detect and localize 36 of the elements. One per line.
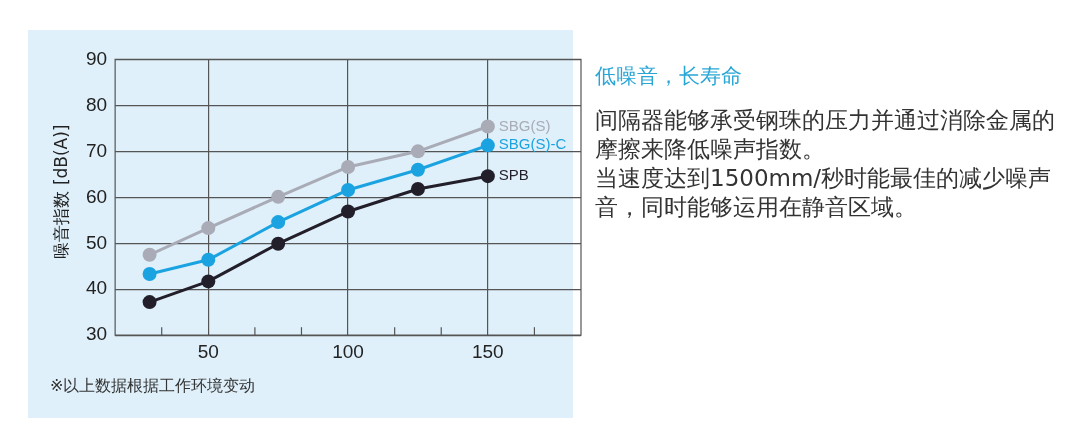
- point: [271, 189, 286, 204]
- point: [142, 267, 157, 282]
- y-tick-label: 50: [85, 231, 108, 253]
- y-tick-label: 60: [85, 185, 108, 207]
- point: [410, 182, 425, 197]
- point: [201, 274, 216, 289]
- point: [271, 236, 286, 251]
- point: [410, 144, 425, 159]
- point: [142, 295, 157, 310]
- y-axis-title: 噪音指数 [dB(A)]: [49, 123, 72, 261]
- x-tick-label: 100: [332, 340, 364, 362]
- text: ※以上数据根据工作环境变动: [50, 376, 256, 397]
- point: [480, 119, 495, 134]
- x-tick-label: 150: [471, 340, 504, 362]
- series-label: SPB: [498, 166, 529, 184]
- point: [142, 247, 157, 262]
- point: [480, 138, 495, 153]
- point: [271, 215, 286, 230]
- point: [341, 182, 356, 197]
- text: 低噪音，长寿命: [595, 63, 742, 90]
- point: [201, 252, 216, 267]
- point: [480, 169, 495, 184]
- y-tick-label: 30: [85, 323, 108, 345]
- point: [201, 221, 216, 236]
- y-tick-label: 80: [85, 93, 108, 115]
- point: [341, 159, 356, 174]
- text: 间隔器能够承受钢珠的压力并通过消除金属的摩擦来降低噪声指数。: [595, 106, 1056, 164]
- point: [410, 162, 425, 177]
- series-label: SBG(S): [498, 116, 551, 134]
- y-tick-label: 90: [85, 47, 108, 69]
- series-label: SBG(S)-C: [498, 135, 567, 153]
- y-tick-label: 40: [85, 277, 108, 299]
- point: [341, 204, 356, 219]
- x-tick-label: 50: [197, 340, 219, 362]
- text: 当速度达到1500mm/秒时能最佳的减少噪声音，同时能够运用在静音区域。: [595, 164, 1053, 222]
- y-tick-label: 70: [85, 139, 108, 161]
